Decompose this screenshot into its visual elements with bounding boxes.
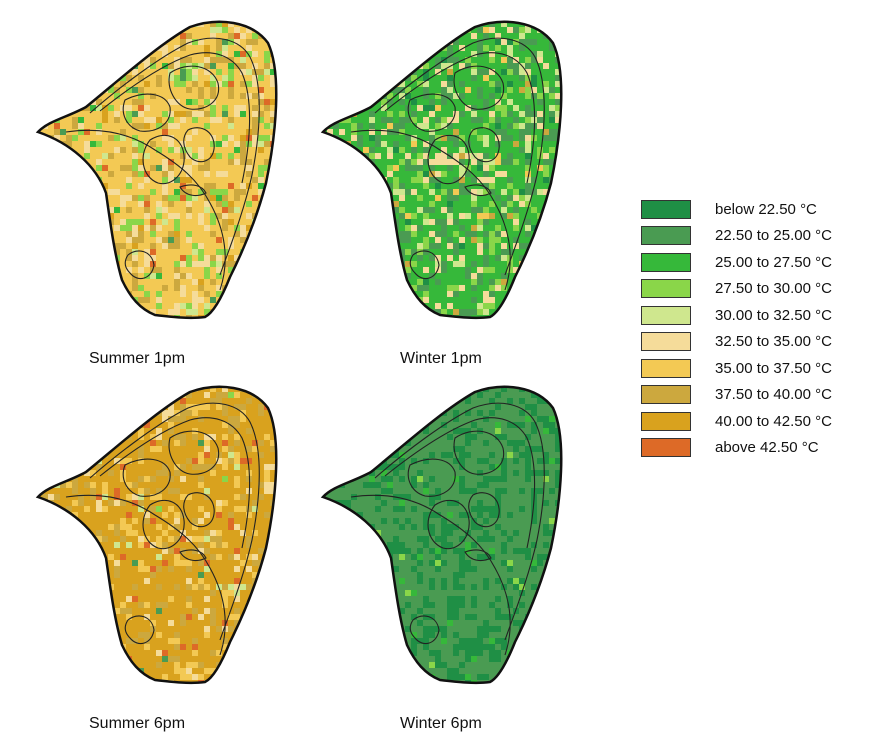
legend-swatch [641,385,691,405]
path-line [384,52,536,184]
legend-swatch [641,199,691,219]
heat-map-svg [320,20,563,320]
path-line [124,615,155,645]
path-line [427,500,470,550]
path-line [183,127,215,163]
legend-item: 25.00 to 27.50 °C [641,249,832,276]
map-summer-1pm [30,15,280,320]
legend-item: 22.50 to 25.00 °C [641,223,832,250]
path-line [407,458,456,497]
path-line [407,93,456,132]
legend-swatch [641,305,691,325]
legend-label: 27.50 to 30.00 °C [715,280,832,298]
park-outline [35,385,278,685]
path-line [89,37,260,276]
map-caption: Summer 1pm [89,350,186,367]
map-summer-6pm [30,380,280,685]
heat-grid [38,21,277,318]
path-line [142,500,185,550]
legend-label: 30.00 to 32.50 °C [715,306,832,324]
heat-map-svg [35,20,278,320]
map-winter-6pm [315,380,565,685]
path-line [453,65,505,110]
map-caption: Winter 1pm [400,350,482,367]
path-line [468,127,500,163]
path-line [124,250,155,280]
park-outline [320,385,563,685]
legend-label: 35.00 to 37.50 °C [715,359,832,377]
legend-item: above 42.50 °C [641,435,832,462]
path-line [179,184,207,197]
legend-item: 40.00 to 42.50 °C [641,408,832,435]
path-line [99,52,251,184]
path-line [453,430,505,475]
legend-item: 37.50 to 40.00 °C [641,382,832,409]
legend-item: 32.50 to 35.00 °C [641,329,832,356]
path-line [409,615,440,645]
park-outline [35,20,278,320]
path-line [142,135,185,185]
heat-grid [323,386,562,683]
legend-swatch [641,438,691,458]
map-caption: Winter 6pm [400,715,482,732]
path-line [183,492,215,528]
legend-swatch [641,252,691,272]
legend-item: below 22.50 °C [641,196,832,223]
heat-grid [323,21,562,318]
legend-swatch [641,279,691,299]
heat-grid [38,386,277,683]
legend-label: 32.50 to 35.00 °C [715,333,832,351]
temperature-legend: below 22.50 °C 22.50 to 25.00 °C 25.00 t… [641,196,832,461]
path-line [464,184,492,197]
path-line [384,417,536,549]
path-line [350,129,511,291]
path-line [374,402,545,641]
legend-label: below 22.50 °C [715,200,817,218]
legend-label: 37.50 to 40.00 °C [715,386,832,404]
heat-map-svg [320,385,563,685]
path-line [409,250,440,280]
path-line [168,65,220,110]
path-line [65,129,226,291]
legend-label: 25.00 to 27.50 °C [715,253,832,271]
path-line [122,458,171,497]
legend-swatch [641,226,691,246]
park-outline [320,20,563,320]
path-line [168,430,220,475]
legend-swatch [641,411,691,431]
legend-item: 35.00 to 37.50 °C [641,355,832,382]
legend-item: 30.00 to 32.50 °C [641,302,832,329]
legend-swatch [641,358,691,378]
legend-label: 22.50 to 25.00 °C [715,227,832,245]
legend-item: 27.50 to 30.00 °C [641,276,832,303]
path-line [65,494,226,656]
legend-label: 40.00 to 42.50 °C [715,412,832,430]
path-line [99,417,251,549]
path-line [464,549,492,562]
map-winter-1pm [315,15,565,320]
heat-map-svg [35,385,278,685]
map-caption: Summer 6pm [89,715,186,732]
path-line [350,494,511,656]
path-line [468,492,500,528]
path-line [179,549,207,562]
path-line [89,402,260,641]
path-line [427,135,470,185]
legend-swatch [641,332,691,352]
legend-label: above 42.50 °C [715,439,819,457]
path-line [374,37,545,276]
path-line [122,93,171,132]
